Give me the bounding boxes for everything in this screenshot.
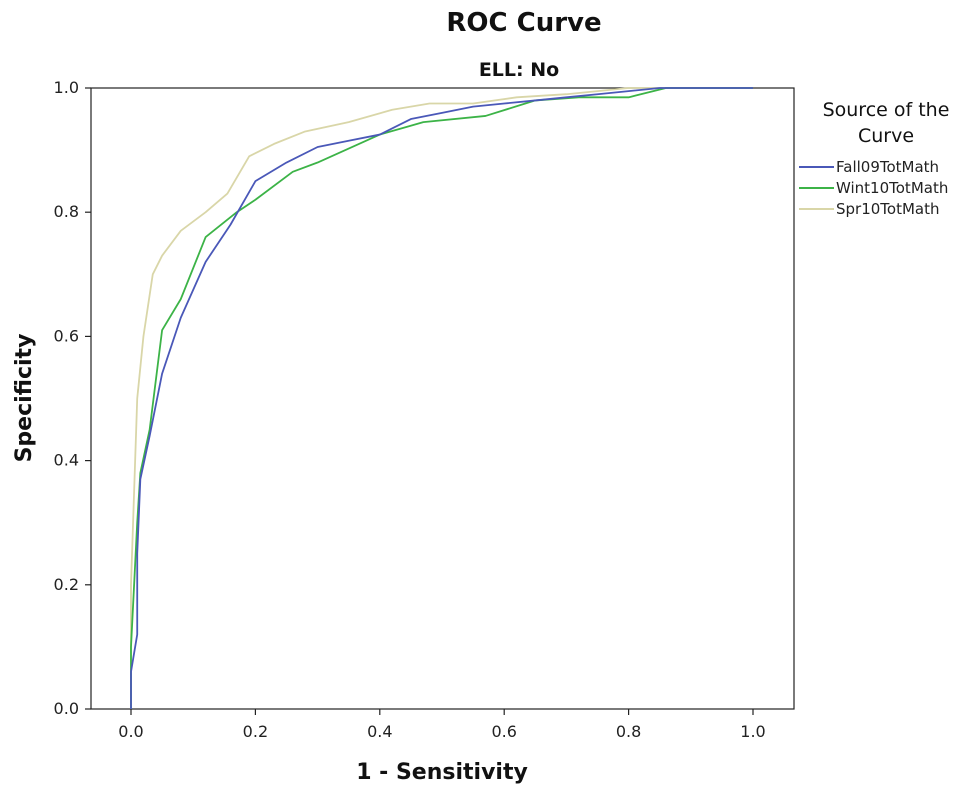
y-axis-ticks: 0.0 0.2 0.4 0.6 0.8 1.0 — [54, 78, 91, 718]
series-layer — [130, 87, 753, 709]
legend-label: Wint10TotMath — [836, 179, 948, 197]
legend-title-line-2: Curve — [858, 125, 914, 147]
y-axis-label: Specificity — [12, 334, 37, 463]
series-line-wint10totmath — [130, 87, 753, 709]
chart-title: ROC Curve — [446, 8, 601, 38]
y-tick-label: 0.6 — [54, 326, 79, 345]
series-line-fall09totmath — [130, 87, 753, 709]
legend: Source of the Curve Fall09TotMath Wint10T… — [799, 99, 949, 218]
x-tick-label: 1.0 — [740, 722, 765, 741]
y-tick-label: 0.0 — [54, 699, 79, 718]
plot-area — [90, 87, 795, 710]
y-tick-label: 0.4 — [54, 451, 79, 470]
series-line-spr10totmath — [130, 87, 753, 709]
x-axis-ticks: 0.0 0.2 0.4 0.6 0.8 1.0 — [118, 709, 766, 741]
legend-title-line-1: Source of the — [823, 99, 950, 121]
x-tick-label: 0.4 — [367, 722, 392, 741]
legend-label: Fall09TotMath — [836, 158, 939, 176]
legend-label: Spr10TotMath — [836, 200, 940, 218]
legend-items: Fall09TotMath Wint10TotMath Spr10TotMath — [799, 158, 948, 218]
x-tick-label: 0.8 — [616, 722, 641, 741]
x-axis-label: 1 - Sensitivity — [356, 760, 528, 785]
x-tick-label: 0.6 — [491, 722, 516, 741]
chart-subtitle: ELL: No — [479, 59, 559, 81]
y-tick-label: 0.2 — [54, 575, 79, 594]
y-tick-label: 1.0 — [54, 78, 79, 97]
x-tick-label: 0.0 — [118, 722, 143, 741]
x-tick-label: 0.2 — [243, 722, 268, 741]
y-tick-label: 0.8 — [54, 202, 79, 221]
